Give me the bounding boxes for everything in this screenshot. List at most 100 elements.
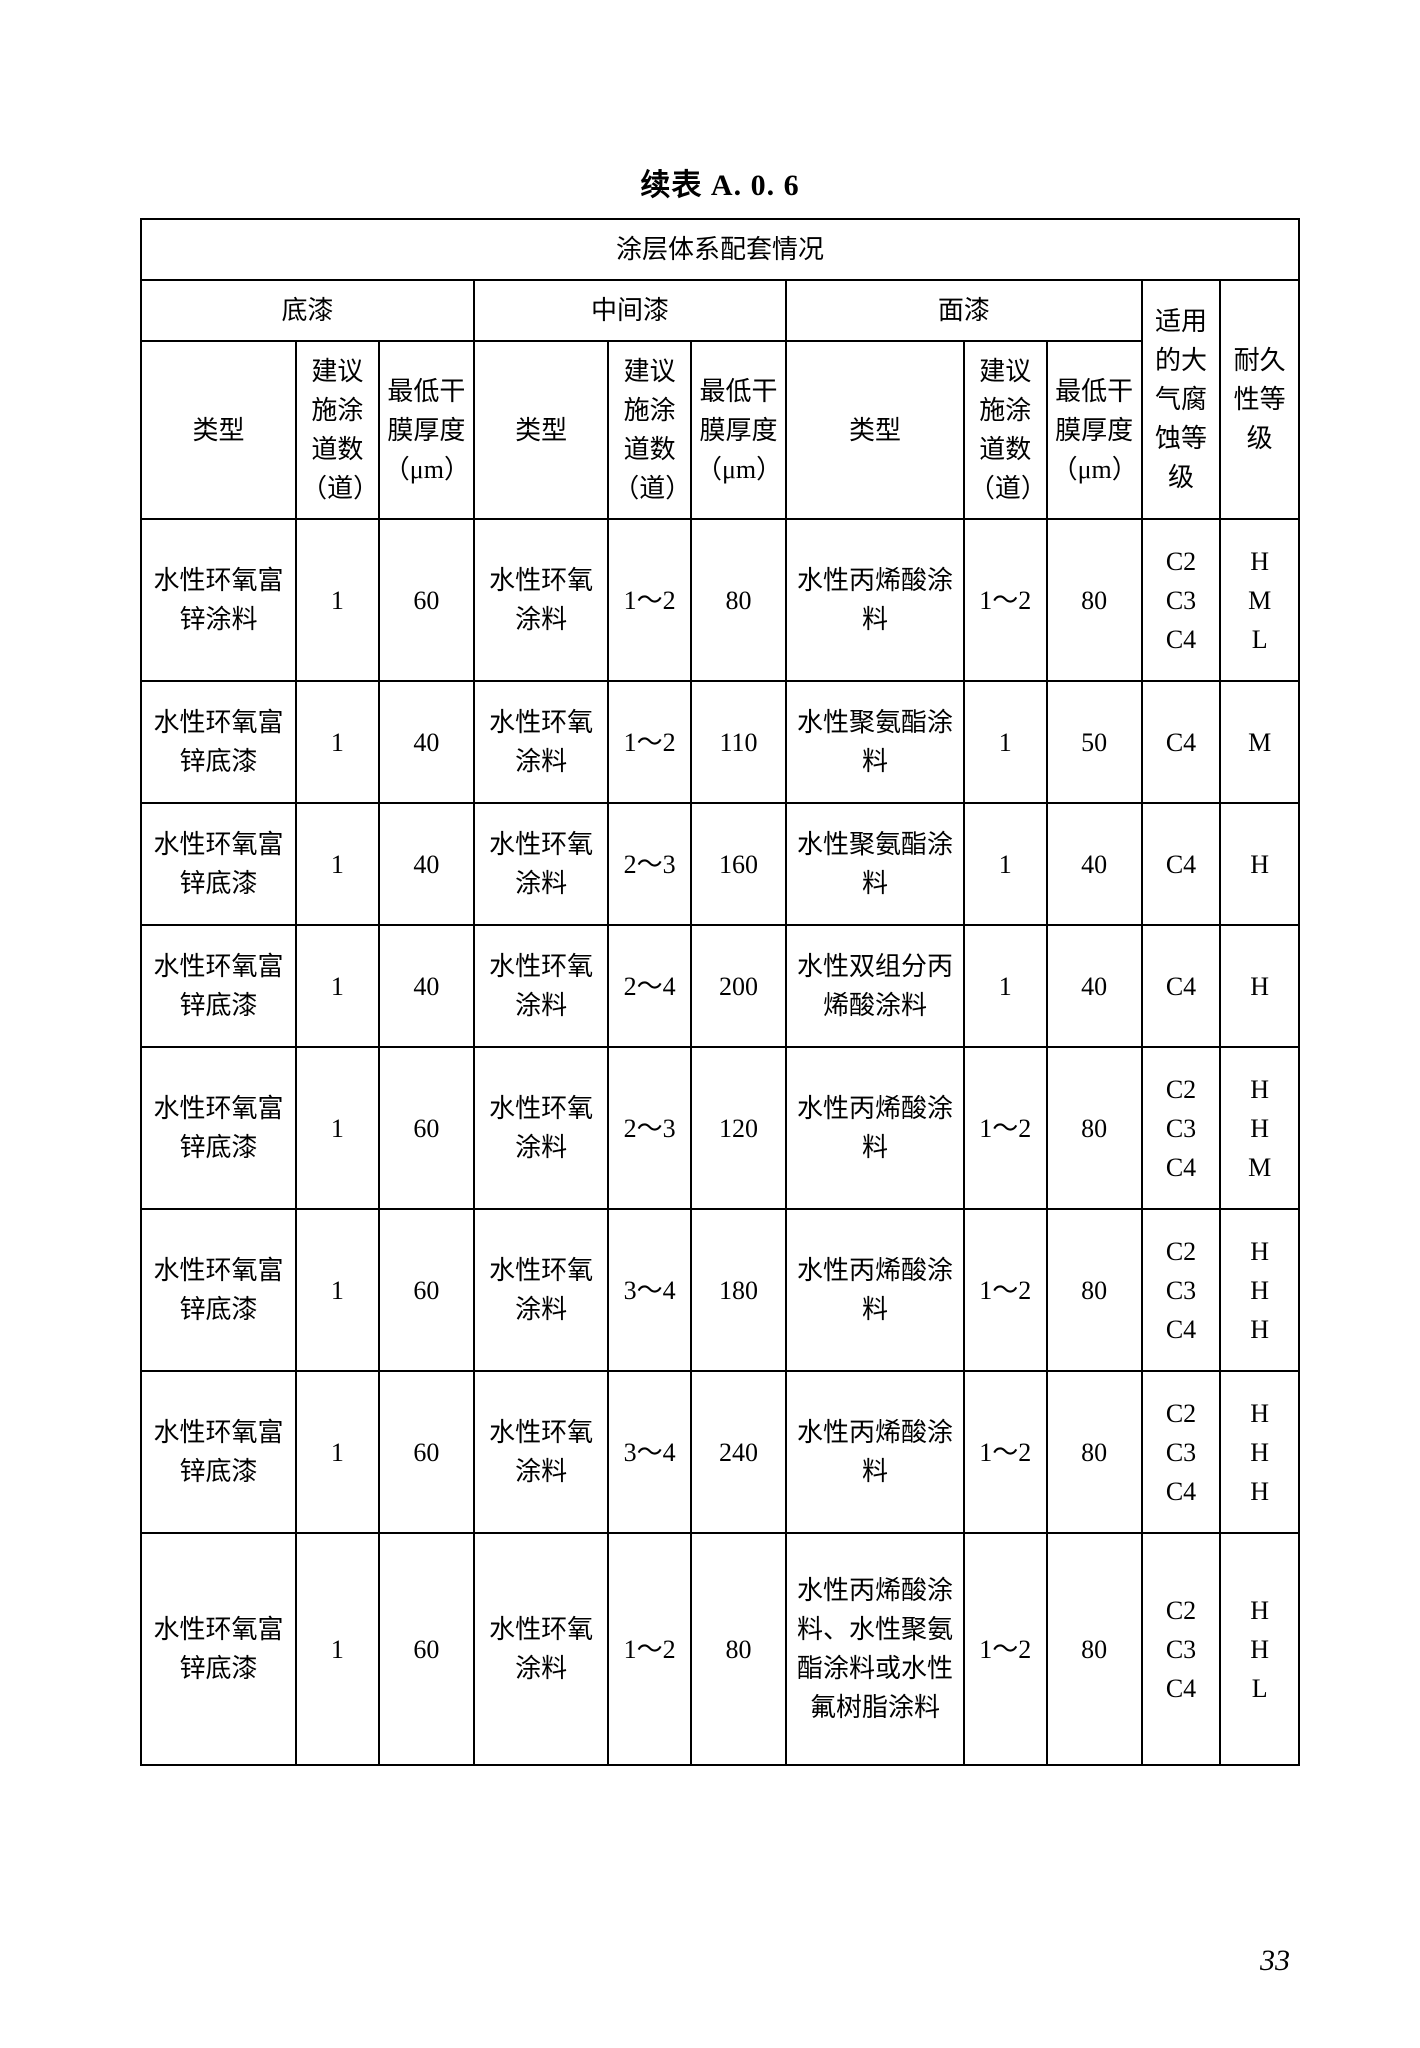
- cell-top-passes: 1: [964, 803, 1047, 925]
- cell-top-thick: 80: [1047, 1371, 1142, 1533]
- cell-mid-thick: 160: [691, 803, 786, 925]
- cell-mid-thick: 240: [691, 1371, 786, 1533]
- header-mid-thick: 最低干膜厚度（μm）: [691, 341, 786, 519]
- cell-primer-passes: 1: [296, 1371, 379, 1533]
- cell-dur: H H L: [1220, 1533, 1299, 1765]
- cell-mid-passes: 1～2: [608, 681, 691, 803]
- cell-dur: H H H: [1220, 1371, 1299, 1533]
- cell-top-thick: 50: [1047, 681, 1142, 803]
- cell-top-type: 水性聚氨酯涂料: [786, 803, 964, 925]
- cell-primer-thick: 40: [379, 925, 474, 1047]
- header-primer-passes: 建议施涂道数（道）: [296, 341, 379, 519]
- cell-atm: C2 C3 C4: [1142, 1047, 1221, 1209]
- page-number: 33: [1260, 1944, 1290, 1978]
- cell-dur: H: [1220, 925, 1299, 1047]
- header-primer-thick: 最低干膜厚度（μm）: [379, 341, 474, 519]
- table-row: 水性环氧富锌底漆160水性环氧涂料2～3120水性丙烯酸涂料1～280C2 C3…: [141, 1047, 1299, 1209]
- cell-mid-thick: 80: [691, 1533, 786, 1765]
- table-row: 水性环氧富锌底漆160水性环氧涂料1～280水性丙烯酸涂料、水性聚氨酯涂料或水性…: [141, 1533, 1299, 1765]
- cell-top-thick: 80: [1047, 1209, 1142, 1371]
- table-row: 水性环氧富锌底漆140水性环氧涂料2～3160水性聚氨酯涂料140C4H: [141, 803, 1299, 925]
- cell-top-thick: 40: [1047, 925, 1142, 1047]
- cell-mid-passes: 3～4: [608, 1371, 691, 1533]
- cell-primer-passes: 1: [296, 803, 379, 925]
- cell-mid-thick: 120: [691, 1047, 786, 1209]
- cell-top-thick: 80: [1047, 1533, 1142, 1765]
- cell-top-passes: 1～2: [964, 1533, 1047, 1765]
- cell-primer-thick: 40: [379, 681, 474, 803]
- table-body: 水性环氧富锌涂料160水性环氧涂料1～280水性丙烯酸涂料1～280C2 C3 …: [141, 519, 1299, 1765]
- header-top-thick: 最低干膜厚度（μm）: [1047, 341, 1142, 519]
- header-top-type: 类型: [786, 341, 964, 519]
- cell-mid-passes: 1～2: [608, 519, 691, 681]
- cell-primer-passes: 1: [296, 1209, 379, 1371]
- cell-mid-type: 水性环氧涂料: [474, 1047, 608, 1209]
- table-row: 水性环氧富锌底漆140水性环氧涂料2～4200水性双组分丙烯酸涂料140C4H: [141, 925, 1299, 1047]
- header-primer-type: 类型: [141, 341, 296, 519]
- cell-primer-type: 水性环氧富锌底漆: [141, 1371, 296, 1533]
- cell-top-passes: 1～2: [964, 1371, 1047, 1533]
- cell-primer-thick: 40: [379, 803, 474, 925]
- cell-top-passes: 1: [964, 925, 1047, 1047]
- cell-top-passes: 1～2: [964, 1047, 1047, 1209]
- cell-primer-type: 水性环氧富锌底漆: [141, 1533, 296, 1765]
- coating-table: 涂层体系配套情况 底漆 中间漆 面漆 适用的大气腐蚀等级 耐久性等级 类型 建议…: [140, 218, 1300, 1766]
- cell-top-type: 水性丙烯酸涂料、水性聚氨酯涂料或水性氟树脂涂料: [786, 1533, 964, 1765]
- cell-atm: C4: [1142, 803, 1221, 925]
- cell-mid-type: 水性环氧涂料: [474, 925, 608, 1047]
- cell-top-type: 水性双组分丙烯酸涂料: [786, 925, 964, 1047]
- cell-primer-type: 水性环氧富锌底漆: [141, 681, 296, 803]
- cell-mid-passes: 2～3: [608, 803, 691, 925]
- cell-primer-thick: 60: [379, 1209, 474, 1371]
- cell-mid-thick: 80: [691, 519, 786, 681]
- header-dur: 耐久性等级: [1220, 280, 1299, 519]
- cell-mid-passes: 1～2: [608, 1533, 691, 1765]
- cell-primer-thick: 60: [379, 1371, 474, 1533]
- header-mid-passes: 建议施涂道数（道）: [608, 341, 691, 519]
- cell-mid-type: 水性环氧涂料: [474, 681, 608, 803]
- cell-primer-type: 水性环氧富锌底漆: [141, 1209, 296, 1371]
- cell-top-type: 水性丙烯酸涂料: [786, 1047, 964, 1209]
- cell-primer-type: 水性环氧富锌底漆: [141, 1047, 296, 1209]
- cell-top-thick: 80: [1047, 519, 1142, 681]
- table-title: 续表 A. 0. 6: [140, 160, 1300, 204]
- cell-top-passes: 1: [964, 681, 1047, 803]
- cell-primer-thick: 60: [379, 1047, 474, 1209]
- cell-primer-passes: 1: [296, 1047, 379, 1209]
- cell-atm: C2 C3 C4: [1142, 1371, 1221, 1533]
- cell-dur: M: [1220, 681, 1299, 803]
- cell-atm: C4: [1142, 681, 1221, 803]
- cell-primer-thick: 60: [379, 1533, 474, 1765]
- cell-mid-passes: 2～3: [608, 1047, 691, 1209]
- cell-mid-type: 水性环氧涂料: [474, 519, 608, 681]
- cell-mid-type: 水性环氧涂料: [474, 803, 608, 925]
- cell-primer-passes: 1: [296, 925, 379, 1047]
- table-row: 水性环氧富锌底漆160水性环氧涂料3～4240水性丙烯酸涂料1～280C2 C3…: [141, 1371, 1299, 1533]
- cell-mid-thick: 200: [691, 925, 786, 1047]
- cell-dur: H M L: [1220, 519, 1299, 681]
- cell-top-type: 水性丙烯酸涂料: [786, 1209, 964, 1371]
- cell-primer-thick: 60: [379, 519, 474, 681]
- header-primer-group: 底漆: [141, 280, 474, 341]
- cell-primer-type: 水性环氧富锌底漆: [141, 803, 296, 925]
- cell-top-thick: 80: [1047, 1047, 1142, 1209]
- cell-atm: C2 C3 C4: [1142, 1533, 1221, 1765]
- cell-primer-passes: 1: [296, 1533, 379, 1765]
- cell-atm: C2 C3 C4: [1142, 1209, 1221, 1371]
- cell-mid-thick: 110: [691, 681, 786, 803]
- cell-dur: H H H: [1220, 1209, 1299, 1371]
- cell-primer-passes: 1: [296, 519, 379, 681]
- cell-primer-type: 水性环氧富锌涂料: [141, 519, 296, 681]
- cell-top-passes: 1～2: [964, 519, 1047, 681]
- cell-dur: H H M: [1220, 1047, 1299, 1209]
- page: 续表 A. 0. 6 涂层体系配套情况 底漆 中间漆 面漆 适用的大气腐蚀等级: [0, 0, 1420, 2048]
- cell-top-passes: 1～2: [964, 1209, 1047, 1371]
- cell-dur: H: [1220, 803, 1299, 925]
- header-mid-type: 类型: [474, 341, 608, 519]
- header-atm: 适用的大气腐蚀等级: [1142, 280, 1221, 519]
- cell-atm: C4: [1142, 925, 1221, 1047]
- cell-primer-type: 水性环氧富锌底漆: [141, 925, 296, 1047]
- cell-mid-thick: 180: [691, 1209, 786, 1371]
- cell-mid-type: 水性环氧涂料: [474, 1209, 608, 1371]
- cell-top-type: 水性聚氨酯涂料: [786, 681, 964, 803]
